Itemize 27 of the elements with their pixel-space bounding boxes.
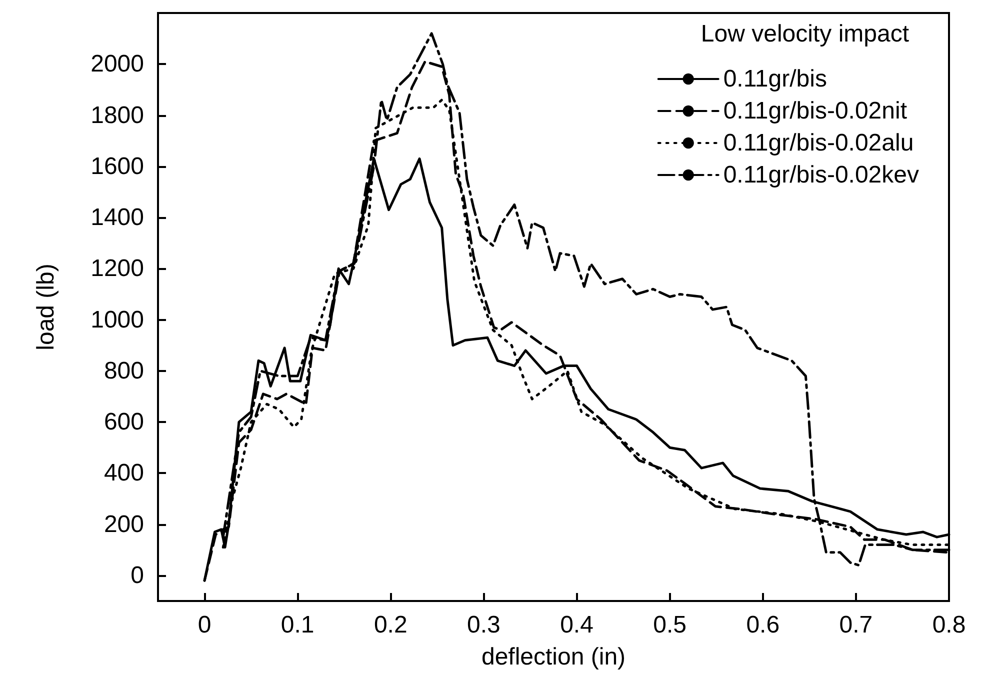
x-tick-label: 0.8 <box>932 612 966 638</box>
x-tick-label: 0.2 <box>374 612 408 638</box>
legend-label: 0.11gr/bis-0.02nit <box>723 98 908 124</box>
x-axis-title: deflection (in) <box>481 644 626 670</box>
y-axis-title: load (lb) <box>32 264 60 350</box>
x-tick-label: 0.3 <box>467 612 500 638</box>
legend-label: 0.11gr/bis-0.02alu <box>723 130 914 156</box>
x-tick-label: 0.6 <box>746 612 780 638</box>
x-tick-label: 0.1 <box>280 612 314 638</box>
legend-title: Low velocity impact <box>700 20 910 48</box>
y-tick-label: 1000 <box>90 306 144 334</box>
x-tick-label: 0 <box>198 612 212 638</box>
x-tick-label: 0.5 <box>653 612 687 638</box>
y-tick-label: 1800 <box>90 102 144 129</box>
legend-label: 0.11gr/bis-0.02kev <box>723 162 920 188</box>
y-tick-label: 200 <box>104 510 144 538</box>
y-tick-label: 1600 <box>90 152 144 180</box>
y-tick-label: 1200 <box>90 255 144 282</box>
y-tick-label: 600 <box>104 408 144 436</box>
y-tick-label: 800 <box>104 357 144 384</box>
y-tick-label: 400 <box>104 460 144 487</box>
x-tick-label: 0.4 <box>560 612 594 638</box>
y-tick-label: 1400 <box>90 204 144 232</box>
x-tick-label: 0.7 <box>839 612 873 638</box>
y-tick-label: 0 <box>130 562 144 589</box>
y-tick-label: 2000 <box>90 50 144 78</box>
legend-label: 0.11gr/bis <box>723 66 827 92</box>
